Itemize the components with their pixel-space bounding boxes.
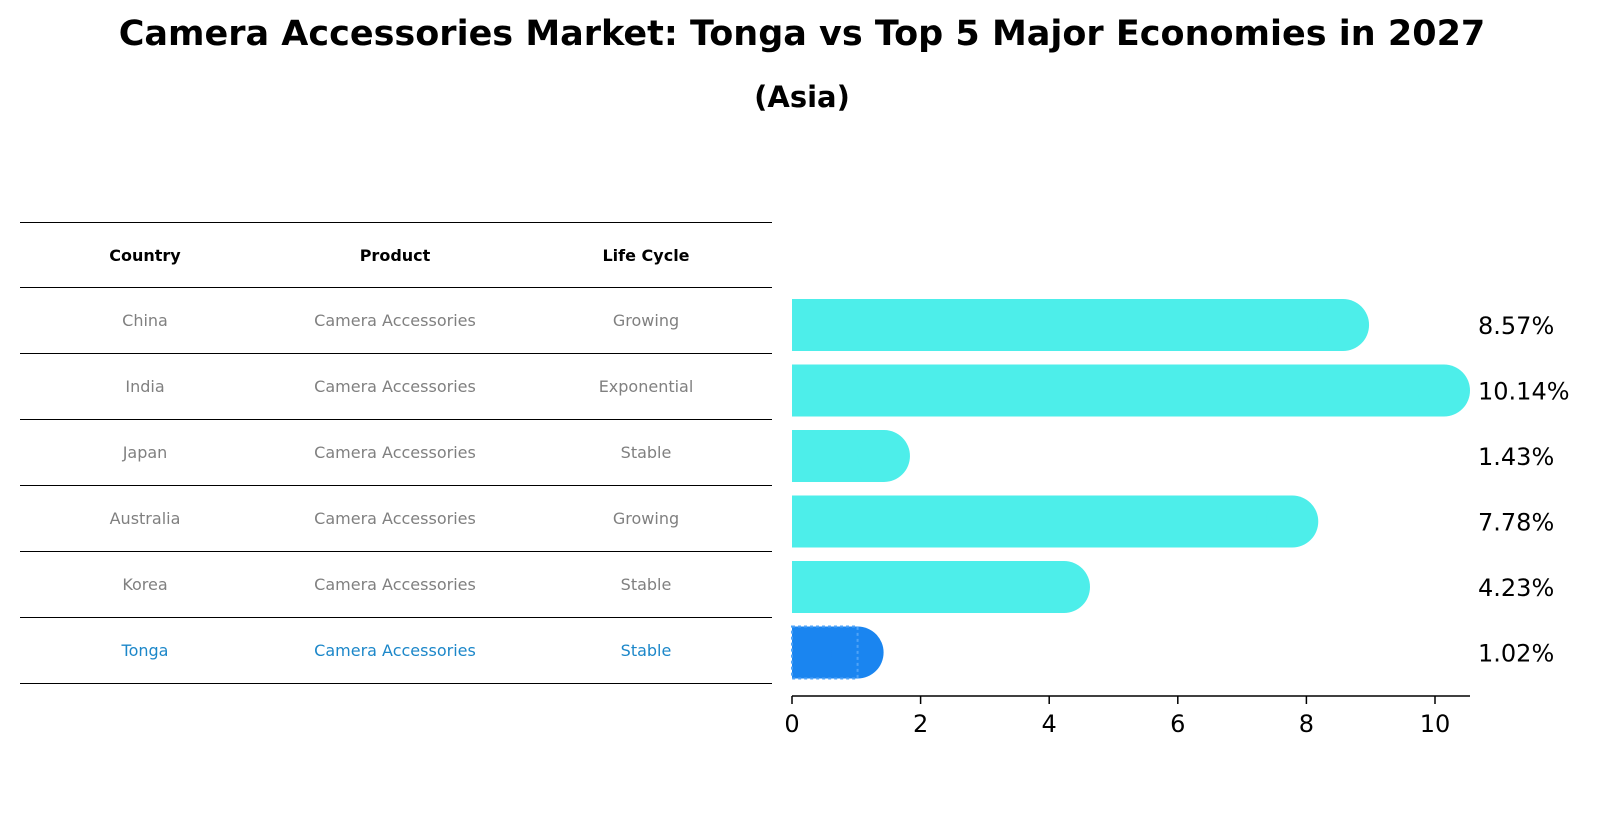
value-label: 4.23% <box>1478 574 1554 602</box>
table-row: India Camera Accessories Exponential <box>20 354 772 420</box>
table-row-highlight: Tonga Camera Accessories Stable <box>20 618 772 684</box>
x-tick-label: 8 <box>1299 710 1314 738</box>
cell-product: Camera Accessories <box>314 311 476 330</box>
table-row: Australia Camera Accessories Growing <box>20 486 772 552</box>
table-row: Korea Camera Accessories Stable <box>20 552 772 618</box>
bar-australia <box>792 495 1319 548</box>
x-tick-label: 0 <box>784 710 799 738</box>
cell-product: Camera Accessories <box>314 641 476 660</box>
table-row: China Camera Accessories Growing <box>20 288 772 354</box>
chart-title: Camera Accessories Market: Tonga vs Top … <box>118 14 1486 54</box>
cell-country: Japan <box>122 443 168 462</box>
cell-product: Camera Accessories <box>314 509 476 528</box>
x-tick-label: 6 <box>1170 710 1185 738</box>
header-country: Country <box>109 245 181 265</box>
table-header-row: Country Product Life Cycle <box>20 222 772 288</box>
x-tick-label: 2 <box>913 710 928 738</box>
x-axis: 0 2 4 6 8 10 <box>784 695 1470 738</box>
bar-tonga <box>791 625 884 680</box>
bar-india <box>792 364 1471 417</box>
cell-country: India <box>125 377 165 396</box>
chart-subtitle: (Asia) <box>754 80 850 114</box>
cell-product: Camera Accessories <box>314 443 476 462</box>
bar-korea <box>792 561 1090 613</box>
cell-life-cycle: Stable <box>620 641 672 660</box>
bars-group <box>791 299 1471 680</box>
header-product: Product <box>359 245 431 265</box>
value-label: 1.02% <box>1478 640 1554 668</box>
value-labels-group: 8.57% 10.14% 1.43% 7.78% 4.23% 1.02% <box>1478 312 1570 668</box>
cell-life-cycle: Growing <box>612 509 680 528</box>
cell-country: China <box>122 311 168 330</box>
bar-japan <box>792 430 910 482</box>
cell-country: Australia <box>109 509 181 528</box>
x-tick-label: 4 <box>1042 710 1057 738</box>
cell-life-cycle: Stable <box>620 443 672 462</box>
cell-country: Korea <box>122 575 168 594</box>
bar-china <box>792 299 1370 351</box>
cell-country: Tonga <box>121 641 169 660</box>
cell-life-cycle: Stable <box>620 575 672 594</box>
value-label: 8.57% <box>1478 312 1554 340</box>
cell-life-cycle: Growing <box>612 311 680 330</box>
value-label: 1.43% <box>1478 443 1554 471</box>
value-label: 7.78% <box>1478 509 1554 537</box>
data-table: Country Product Life Cycle China Camera … <box>20 222 772 684</box>
cell-product: Camera Accessories <box>314 377 476 396</box>
header-life-cycle: Life Cycle <box>602 245 690 265</box>
x-tick-label: 10 <box>1420 710 1451 738</box>
cell-product: Camera Accessories <box>314 575 476 594</box>
value-label: 10.14% <box>1478 378 1570 406</box>
table-row: Japan Camera Accessories Stable <box>20 420 772 486</box>
cell-life-cycle: Exponential <box>598 377 694 396</box>
